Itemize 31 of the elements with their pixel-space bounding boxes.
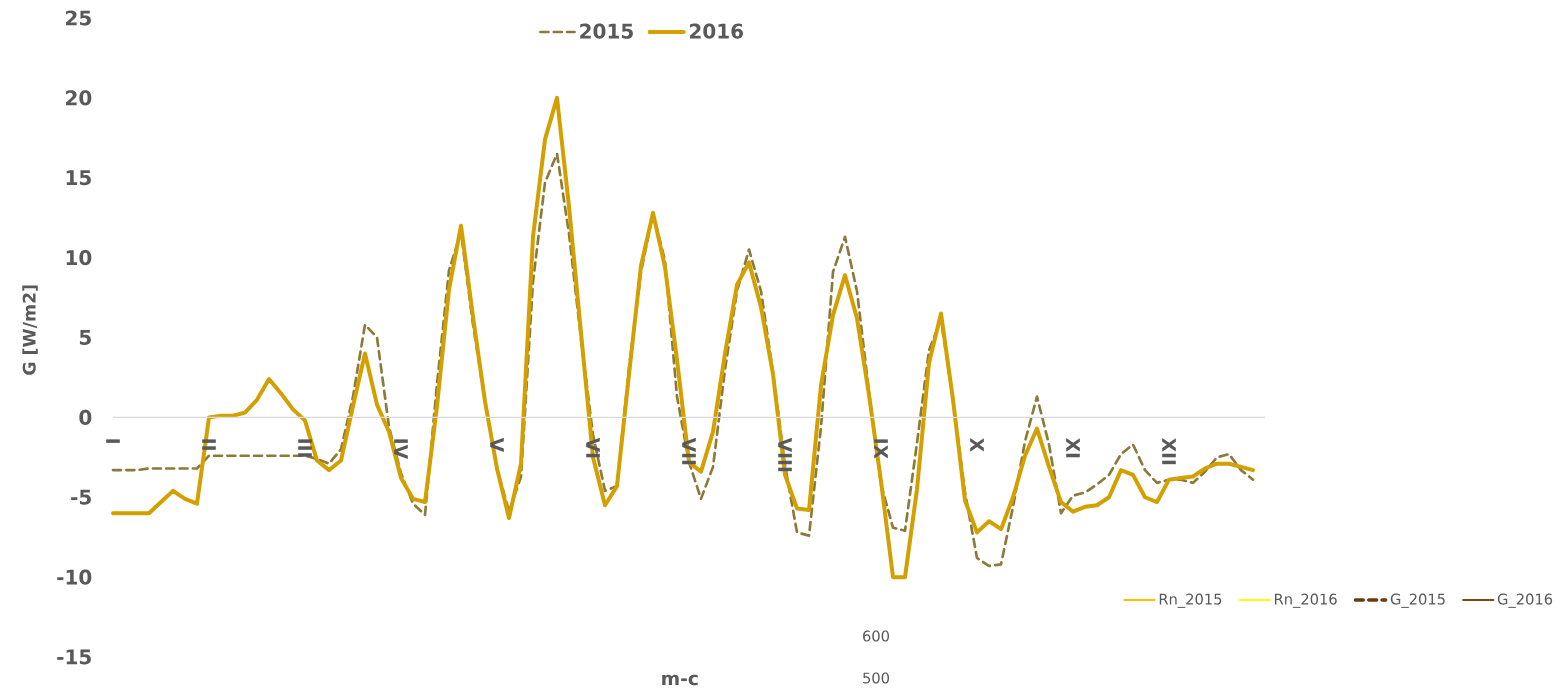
x-tick-label: XII (1162, 437, 1176, 465)
x-tick-label: VIII (778, 437, 792, 472)
x-tick-label: III (298, 439, 312, 457)
y-tick-label: 20 (66, 90, 92, 106)
x-tick-label: X (970, 437, 984, 452)
x-tick-label: II (202, 439, 216, 450)
x-tick-label: VII (682, 437, 696, 465)
legend-label: 2015 (580, 23, 633, 39)
text: 500 (863, 672, 890, 684)
x-tick-label: VI (586, 437, 600, 458)
y-tick-label: -10 (57, 569, 92, 585)
y-tick-label: -15 (57, 649, 91, 665)
y-tick-label: 25 (66, 10, 91, 26)
legend-label: Rn_2015 (1159, 593, 1222, 608)
y-tick-label: 10 (66, 250, 92, 266)
y-tick-label: 0 (79, 409, 92, 425)
x-tick-label: IV (394, 439, 408, 459)
x-axis-title: m-c (662, 674, 698, 686)
y-tick-label: -5 (71, 489, 91, 505)
y-axis-title: G [W/m2] (22, 285, 38, 375)
legend-label: Rn_2016 (1274, 593, 1337, 608)
y-tick-label: 5 (79, 330, 91, 345)
x-tick-label: V (490, 437, 504, 452)
y-tick-label: 15 (66, 170, 91, 186)
legend-label: 2016 (690, 23, 744, 39)
x-tick-label: XI (1066, 437, 1080, 458)
x-tick-label: IX (874, 439, 888, 459)
annotation: 600 (863, 630, 890, 642)
x-tick-label: I (106, 439, 120, 443)
legend-label: G_2016 (1497, 593, 1553, 608)
legend-label: G_2015 (1390, 593, 1445, 608)
